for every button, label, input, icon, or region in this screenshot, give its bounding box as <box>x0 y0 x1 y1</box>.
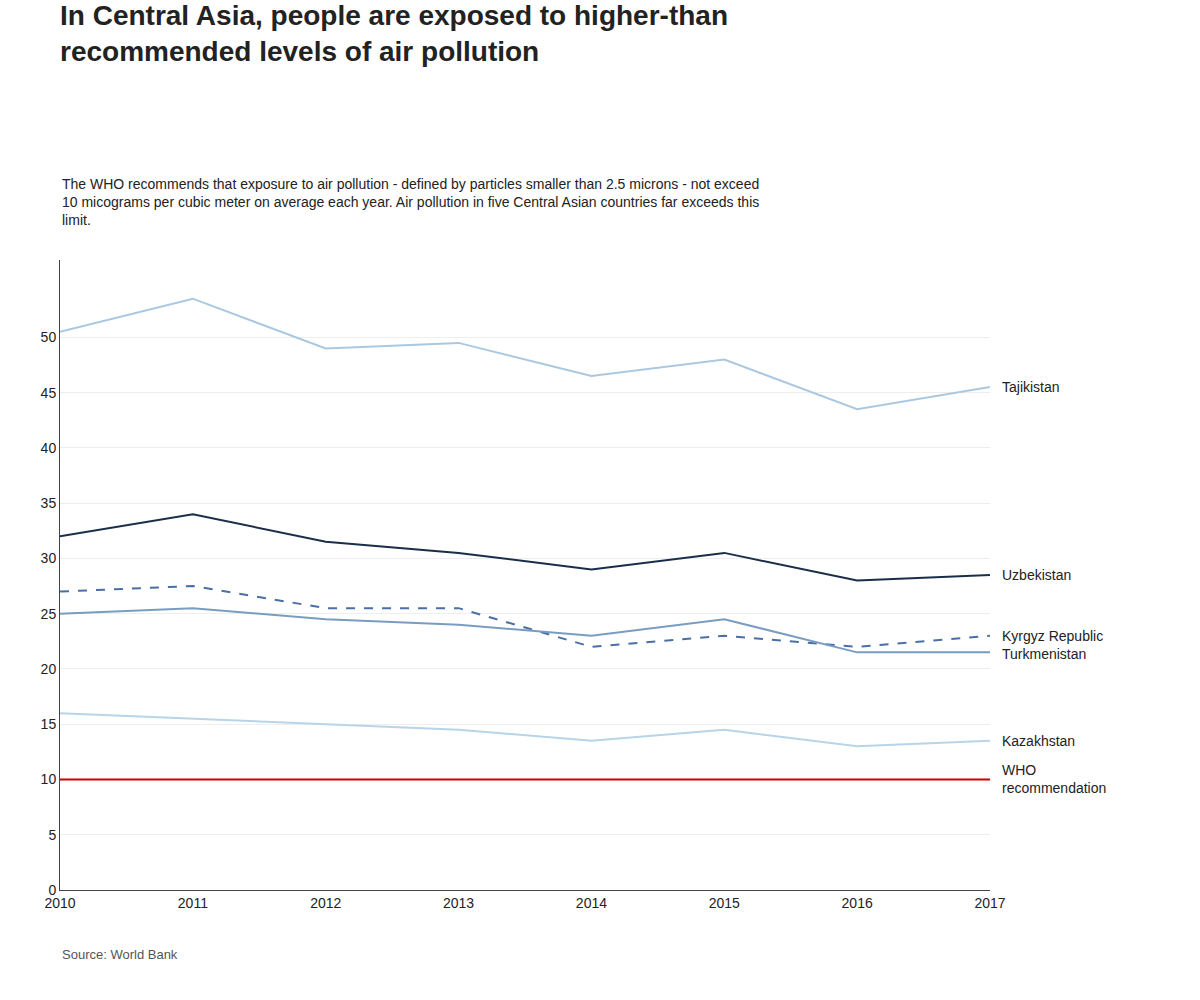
svg-text:Kazakhstan: Kazakhstan <box>1002 733 1075 749</box>
svg-text:2015: 2015 <box>709 895 740 911</box>
svg-text:30: 30 <box>41 550 57 566</box>
svg-text:2012: 2012 <box>310 895 341 911</box>
svg-text:45: 45 <box>41 385 57 401</box>
svg-text:2014: 2014 <box>576 895 607 911</box>
svg-text:Uzbekistan: Uzbekistan <box>1002 567 1071 583</box>
svg-text:10: 10 <box>41 771 57 787</box>
svg-text:In Central Asia, people are ex: In Central Asia, people are exposed to h… <box>60 0 728 67</box>
svg-text:2010: 2010 <box>44 895 75 911</box>
svg-text:15: 15 <box>41 716 57 732</box>
svg-text:2017: 2017 <box>974 895 1005 911</box>
svg-text:Kyrgyz Republic: Kyrgyz Republic <box>1002 628 1103 644</box>
svg-text:35: 35 <box>41 495 57 511</box>
svg-text:The WHO recommends that exposu: The WHO recommends that exposure to air … <box>62 176 759 228</box>
svg-text:40: 40 <box>41 440 57 456</box>
svg-text:Tajikistan: Tajikistan <box>1002 379 1060 395</box>
svg-text:2011: 2011 <box>178 895 208 911</box>
svg-text:20: 20 <box>41 661 57 677</box>
svg-text:2016: 2016 <box>842 895 873 911</box>
svg-text:25: 25 <box>41 606 57 622</box>
svg-text:2013: 2013 <box>443 895 474 911</box>
svg-text:0: 0 <box>48 882 56 898</box>
svg-text:Turkmenistan: Turkmenistan <box>1002 646 1086 662</box>
svg-text:Source: World Bank: Source: World Bank <box>62 947 178 962</box>
svg-text:50: 50 <box>41 329 57 345</box>
svg-text:5: 5 <box>48 827 56 843</box>
svg-text:WHOrecommendation: WHOrecommendation <box>1002 762 1106 796</box>
